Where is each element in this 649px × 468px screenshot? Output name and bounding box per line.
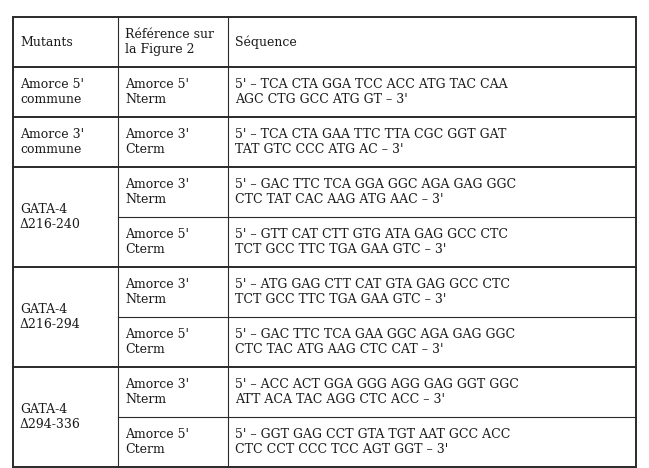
Text: 5' – GAC TTC TCA GAA GGC AGA GAG GGC
CTC TAC ATG AAG CTC CAT – 3': 5' – GAC TTC TCA GAA GGC AGA GAG GGC CTC… [235, 328, 515, 356]
Text: Amorce 5'
Nterm: Amorce 5' Nterm [125, 78, 189, 106]
Text: Amorce 5'
Cterm: Amorce 5' Cterm [125, 428, 189, 456]
Text: 5' – ATG GAG CTT CAT GTA GAG GCC CTC
TCT GCC TTC TGA GAA GTC – 3': 5' – ATG GAG CTT CAT GTA GAG GCC CTC TCT… [235, 278, 510, 306]
Text: Amorce 3'
commune: Amorce 3' commune [20, 128, 84, 156]
Text: Amorce 5'
Cterm: Amorce 5' Cterm [125, 228, 189, 256]
Text: Séquence: Séquence [235, 35, 297, 49]
Text: Référence sur
la Figure 2: Référence sur la Figure 2 [125, 28, 214, 56]
Text: Amorce 3'
Nterm: Amorce 3' Nterm [125, 378, 189, 406]
Text: Amorce 3'
Nterm: Amorce 3' Nterm [125, 278, 189, 306]
Text: 5' – TCA CTA GGA TCC ACC ATG TAC CAA
AGC CTG GCC ATG GT – 3': 5' – TCA CTA GGA TCC ACC ATG TAC CAA AGC… [235, 78, 508, 106]
Text: 5' – TCA CTA GAA TTC TTA CGC GGT GAT
TAT GTC CCC ATG AC – 3': 5' – TCA CTA GAA TTC TTA CGC GGT GAT TAT… [235, 128, 506, 156]
Text: Amorce 3'
Cterm: Amorce 3' Cterm [125, 128, 189, 156]
Text: GATA-4
Δ216-294: GATA-4 Δ216-294 [20, 303, 80, 331]
Text: 5' – GTT CAT CTT GTG ATA GAG GCC CTC
TCT GCC TTC TGA GAA GTC – 3': 5' – GTT CAT CTT GTG ATA GAG GCC CTC TCT… [235, 228, 508, 256]
Text: Amorce 3'
Nterm: Amorce 3' Nterm [125, 178, 189, 206]
Text: GATA-4
Δ294-336: GATA-4 Δ294-336 [20, 403, 81, 431]
Text: 5' – ACC ACT GGA GGG AGG GAG GGT GGC
ATT ACA TAC AGG CTC ACC – 3': 5' – ACC ACT GGA GGG AGG GAG GGT GGC ATT… [235, 378, 519, 406]
Text: Amorce 5'
commune: Amorce 5' commune [20, 78, 84, 106]
Text: Amorce 5'
Cterm: Amorce 5' Cterm [125, 328, 189, 356]
Text: GATA-4
Δ216-240: GATA-4 Δ216-240 [20, 203, 81, 231]
Text: 5' – GAC TTC TCA GGA GGC AGA GAG GGC
CTC TAT CAC AAG ATG AAC – 3': 5' – GAC TTC TCA GGA GGC AGA GAG GGC CTC… [235, 178, 516, 206]
Text: Mutants: Mutants [20, 36, 73, 49]
Text: 5' – GGT GAG CCT GTA TGT AAT GCC ACC
CTC CCT CCC TCC AGT GGT – 3': 5' – GGT GAG CCT GTA TGT AAT GCC ACC CTC… [235, 428, 510, 456]
